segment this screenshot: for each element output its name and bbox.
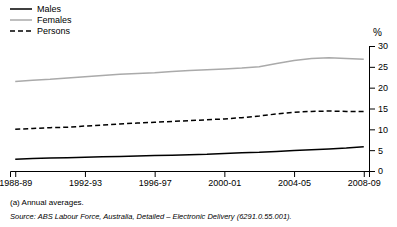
x-tick-label: 2008-09: [348, 178, 381, 188]
series-line: [15, 111, 364, 129]
x-tick-label: 1992-93: [69, 178, 102, 188]
y-tick-label: 0: [378, 166, 383, 176]
y-tick-mark: [369, 150, 375, 151]
legend-swatch: [10, 30, 32, 32]
y-tick-mark: [369, 109, 375, 110]
legend: MalesFemalesPersons: [10, 4, 72, 36]
x-tick-label: 2000-01: [208, 178, 241, 188]
legend-label: Females: [37, 15, 72, 25]
y-axis-label: %: [373, 27, 382, 38]
x-tick: 2008-09: [348, 171, 381, 188]
y-tick: 0: [369, 166, 383, 176]
x-tick: 1992-93: [69, 171, 102, 188]
x-tick-mark: [294, 171, 295, 177]
legend-label: Persons: [37, 26, 71, 36]
y-tick-mark: [369, 129, 375, 130]
plot-lines: [15, 58, 364, 160]
legend-swatch: [10, 19, 32, 21]
chart: 1988-89 1992-93 1996-97 2000-01 2004-05 2008-…: [0, 0, 397, 227]
x-tick: 1996-97: [139, 171, 172, 188]
x-tick: 1988-89: [0, 171, 32, 188]
y-tick-label: 15: [378, 104, 388, 114]
x-tick-label: 1996-97: [139, 178, 172, 188]
y-tick-mark: [369, 46, 375, 47]
legend-swatch: [10, 8, 32, 10]
legend-label: Males: [37, 4, 62, 14]
y-tick-label: 20: [378, 83, 388, 93]
footnote: (a) Annual averages.: [10, 198, 84, 207]
x-axis-line: [11, 172, 370, 178]
y-tick: 30: [369, 41, 388, 51]
y-tick-mark: [369, 67, 375, 68]
y-axis: 0 5 10 15 20 25 30: [369, 41, 388, 176]
y-axis-line: [370, 47, 376, 172]
x-tick-mark: [364, 171, 365, 177]
x-tick-mark: [85, 171, 86, 177]
x-tick: 2004-05: [278, 171, 311, 188]
x-axis: 1988-89 1992-93 1996-97 2000-01 2004-05 2008-…: [0, 171, 381, 188]
x-tick-label: 2004-05: [278, 178, 311, 188]
y-tick-label: 10: [378, 125, 388, 135]
x-tick: 2000-01: [208, 171, 241, 188]
y-tick-label: 5: [378, 146, 383, 156]
y-tick-mark: [369, 88, 375, 89]
series-line: [15, 147, 364, 160]
y-tick-label: 25: [378, 62, 388, 72]
y-tick-mark: [369, 171, 375, 172]
x-tick-mark: [155, 171, 156, 177]
y-tick: 15: [369, 104, 388, 114]
x-tick-mark: [224, 171, 225, 177]
y-tick: 10: [369, 125, 388, 135]
x-tick-mark: [15, 171, 16, 177]
series-line: [15, 58, 364, 82]
y-tick: 20: [369, 83, 388, 93]
y-tick: 5: [369, 146, 383, 156]
x-tick-label: 1988-89: [0, 178, 32, 188]
y-tick-label: 30: [378, 41, 388, 51]
source: Source: ABS Labour Force, Australia, Det…: [10, 212, 292, 221]
y-tick: 25: [369, 62, 388, 72]
